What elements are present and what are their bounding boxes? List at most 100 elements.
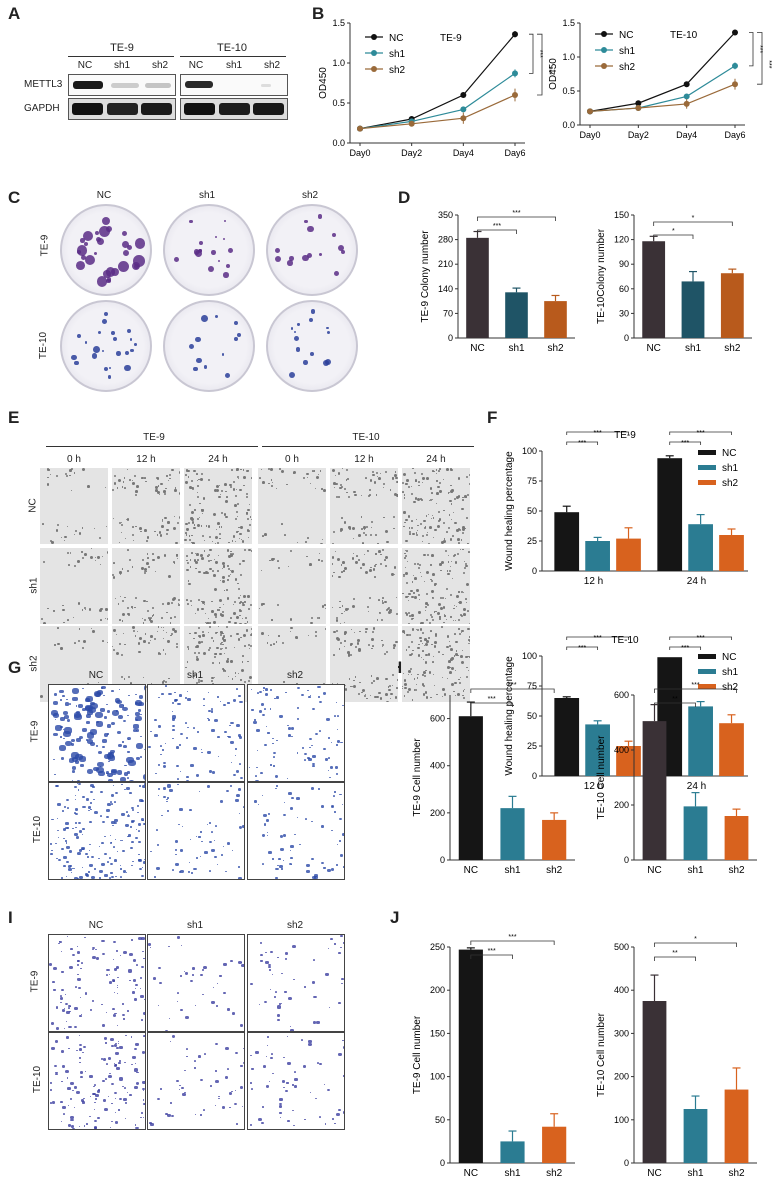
cell-dot <box>462 690 464 692</box>
cell-dot <box>335 495 339 498</box>
sig-label: ** <box>672 950 678 957</box>
cell-dot <box>423 580 425 582</box>
cell-dot <box>416 628 418 630</box>
cell-dot <box>117 714 124 720</box>
cell-dot <box>228 735 232 739</box>
cell-dot <box>60 647 63 650</box>
cell-dot <box>236 794 241 798</box>
cell-dot <box>449 565 451 568</box>
cell-dot <box>187 648 190 650</box>
cell-dot <box>102 1079 105 1082</box>
cell-dot <box>70 489 72 491</box>
cell-dot <box>143 1116 145 1118</box>
cell-dot <box>392 516 395 519</box>
cell-dot <box>242 805 244 808</box>
cell-dot <box>237 530 240 533</box>
cell-dot <box>120 865 122 867</box>
colony <box>198 248 202 253</box>
cell-dot <box>59 699 62 701</box>
cell-dot <box>269 644 272 647</box>
cell-dot <box>239 622 242 624</box>
cell-dot <box>425 602 428 605</box>
cell-dot <box>393 647 395 649</box>
cell-dot <box>453 619 455 622</box>
cell-dot <box>78 639 81 642</box>
cell-dot <box>372 679 375 682</box>
cell-dot <box>417 566 421 569</box>
cell-dot <box>249 1054 252 1057</box>
y-axis-label: TE-9 Cell number <box>412 738 423 817</box>
cell-dot <box>138 854 140 856</box>
colony <box>71 354 78 361</box>
cell-dot <box>427 653 431 656</box>
cell-dot <box>374 695 377 698</box>
cell-dot <box>272 1072 274 1075</box>
cell-dot <box>341 613 343 615</box>
cell-dot <box>104 853 108 856</box>
chart-title: TE-9 <box>440 33 462 44</box>
cell-dot <box>191 479 194 482</box>
colony <box>192 366 198 372</box>
cell-dot <box>177 602 179 604</box>
cell-dot <box>259 941 262 944</box>
cell-dot <box>187 726 190 729</box>
cell-dot <box>381 643 384 646</box>
cell-dot <box>273 996 277 998</box>
cell-dot <box>52 981 55 984</box>
cell-dot <box>339 607 341 609</box>
cell-dot <box>343 621 346 624</box>
cell-dot <box>212 541 214 543</box>
cell-dot <box>185 481 188 484</box>
cell-dot <box>225 589 228 591</box>
cell-dot <box>152 558 155 561</box>
cell-dot <box>74 799 77 801</box>
cell-dot <box>209 770 213 773</box>
cell-dot <box>120 653 123 656</box>
y-axis-label: TE-9 Cell number <box>412 1015 423 1094</box>
cell-dot <box>74 565 77 568</box>
cell-dot <box>287 997 292 1001</box>
cell-dot <box>126 517 130 521</box>
cell-dot <box>416 683 418 685</box>
cell-dot <box>94 557 96 559</box>
y-tick-label: 100 <box>430 1072 445 1082</box>
cell-dot <box>119 876 123 879</box>
cell-dot <box>55 1040 59 1043</box>
cell-dot <box>251 709 254 712</box>
transwell-image <box>147 934 245 1032</box>
cell-dot <box>228 541 230 544</box>
cell-dot <box>164 654 166 656</box>
sig-label: *** <box>493 223 501 230</box>
cell-dot <box>75 812 79 816</box>
cell-dot <box>58 942 61 945</box>
cell-dot <box>368 494 371 496</box>
cell-dot <box>191 534 193 537</box>
cell-dot <box>111 690 114 693</box>
cell-dot <box>295 636 298 639</box>
cell-dot <box>131 526 134 528</box>
cell-dot <box>219 975 222 977</box>
cell-dot <box>308 635 310 637</box>
cell-dot <box>404 497 406 499</box>
cell-dot <box>297 706 300 709</box>
cell-dot <box>78 1126 81 1128</box>
cell-dot <box>120 521 122 523</box>
cell-dot <box>100 608 103 611</box>
cell-dot <box>239 609 242 611</box>
cell-dot <box>208 719 211 721</box>
cell-dot <box>135 729 140 733</box>
cell-dot <box>89 1075 93 1079</box>
cell-dot <box>59 940 61 942</box>
cell-dot <box>97 556 100 559</box>
cell-dot <box>158 652 161 655</box>
cell-dot <box>432 470 435 473</box>
cell-dot <box>254 775 258 778</box>
cell-dot <box>258 1004 261 1006</box>
cell-dot <box>62 837 66 840</box>
cell-dot <box>97 761 105 768</box>
data-point <box>460 115 467 122</box>
cell-dot <box>119 954 122 956</box>
sig-bracket <box>653 234 694 239</box>
cell-dot <box>288 565 290 567</box>
cell-dot <box>71 743 75 746</box>
